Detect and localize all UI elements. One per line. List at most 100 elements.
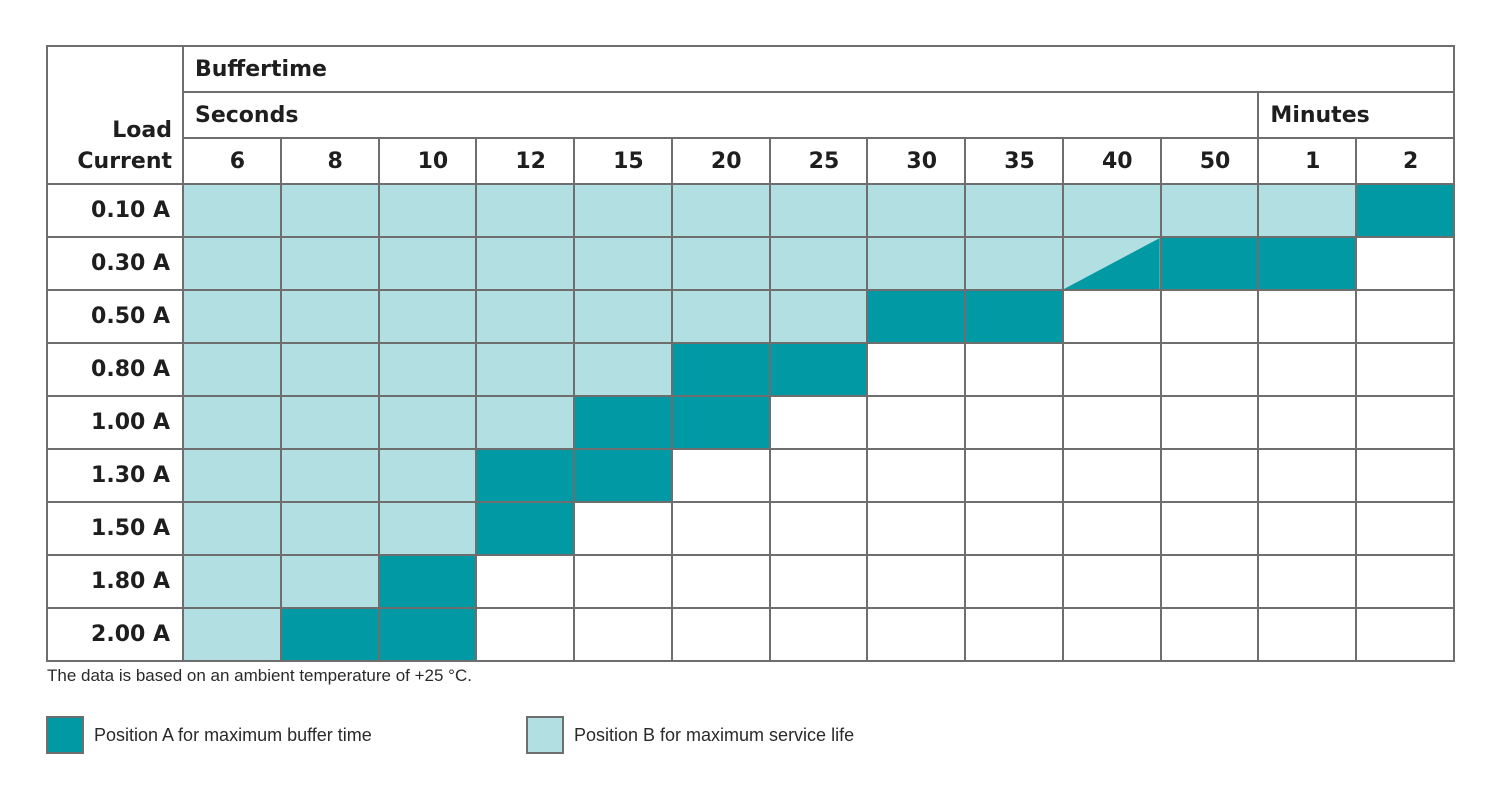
row-label: 0.80 A (46, 342, 184, 397)
cell-position-b (182, 501, 282, 556)
cell-empty (1159, 342, 1260, 397)
cell-empty (1355, 554, 1455, 609)
cell-position-b (182, 395, 282, 450)
row-label: 1.00 A (46, 395, 184, 450)
header-row-buffertime: Load Current Buffertime (46, 45, 1455, 185)
cell-empty (768, 501, 869, 556)
cell-position-b (377, 342, 478, 397)
row-1-50-a: 1.50 A (46, 501, 1455, 556)
row-0-30-a: 0.30 A (46, 236, 1455, 291)
legend-swatch-position-b (526, 716, 564, 754)
cell-empty (768, 448, 869, 503)
cell-position-b (573, 183, 673, 238)
column-header-1-min: 1 (1257, 137, 1358, 185)
cell-empty (964, 554, 1064, 609)
buffer-time-table: Load Current Buffertime Seconds Minutes 6… (46, 45, 1455, 662)
row-1-00-a: 1.00 A (46, 395, 1455, 450)
row-label: 0.50 A (46, 289, 184, 344)
cell-position-a (1257, 236, 1358, 291)
cell-position-b (670, 289, 771, 344)
row-label: 1.50 A (46, 501, 184, 556)
cell-empty (1061, 554, 1162, 609)
cell-empty (1257, 342, 1358, 397)
cell-empty (768, 554, 869, 609)
cell-position-b (573, 289, 673, 344)
cell-position-b (768, 289, 869, 344)
cell-position-a (670, 395, 771, 450)
cell-position-b (182, 554, 282, 609)
legend-label-position-b: Position B for maximum service life (574, 724, 855, 745)
column-header-10-s: 10 (377, 137, 478, 185)
cell-empty (866, 395, 967, 450)
cell-empty (1355, 448, 1455, 503)
cell-empty (1159, 395, 1260, 450)
legend-item-position-b: Position B for maximum service life (526, 716, 854, 754)
row-1-80-a: 1.80 A (46, 554, 1455, 609)
cell-position-b (377, 183, 478, 238)
cell-position-b (377, 448, 478, 503)
cell-empty (1159, 554, 1260, 609)
cell-empty (1257, 289, 1358, 344)
row-2-00-a: 2.00 A (46, 607, 1455, 662)
row-0-80-a: 0.80 A (46, 342, 1455, 397)
cell-empty (1355, 501, 1455, 556)
cell-empty (1159, 607, 1260, 662)
cell-empty (866, 342, 967, 397)
row-label: 0.30 A (46, 236, 184, 291)
cell-position-a-b-split (1061, 236, 1162, 291)
cell-empty (768, 395, 869, 450)
cell-empty (1061, 501, 1162, 556)
cell-empty (1159, 448, 1260, 503)
header-row-units: Seconds Minutes (47, 91, 1455, 139)
cell-empty (1159, 289, 1260, 344)
buffertime-header: Buffertime (182, 45, 1455, 93)
row-1-30-a: 1.30 A (46, 448, 1455, 503)
row-label: 1.80 A (46, 554, 184, 609)
load-current-header: Load Current (46, 45, 184, 185)
column-header-2-min: 2 (1355, 137, 1455, 185)
cell-empty (1355, 395, 1455, 450)
cell-empty (866, 554, 967, 609)
row-0-50-a: 0.50 A (46, 289, 1455, 344)
cell-position-a (475, 501, 576, 556)
cell-position-b (377, 501, 478, 556)
cell-position-b (768, 183, 869, 238)
cell-empty (866, 448, 967, 503)
cell-position-b (182, 448, 282, 503)
cell-empty (1159, 501, 1260, 556)
cell-position-a (866, 289, 967, 344)
cell-position-b (377, 395, 478, 450)
cell-position-b (279, 554, 380, 609)
row-label: 1.30 A (46, 448, 184, 503)
cell-position-a (670, 342, 771, 397)
cell-position-a (377, 554, 478, 609)
cell-empty (1257, 607, 1358, 662)
cell-position-b (182, 607, 282, 662)
cell-empty (964, 448, 1064, 503)
cell-empty (573, 501, 673, 556)
column-header-6-s: 6 (182, 137, 282, 185)
cell-position-b (475, 183, 576, 238)
load-current-header-text: Load Current (77, 118, 172, 174)
cell-empty (573, 607, 673, 662)
cell-empty (1355, 236, 1455, 291)
cell-position-b (279, 395, 380, 450)
cell-position-b (279, 289, 380, 344)
cell-position-b (279, 236, 380, 291)
cell-empty (964, 501, 1064, 556)
cell-empty (670, 607, 771, 662)
cell-position-a (475, 448, 576, 503)
cell-position-a (1159, 236, 1260, 291)
minutes-header: Minutes (1257, 91, 1455, 139)
seconds-header: Seconds (181, 91, 1260, 139)
cell-empty (1257, 448, 1358, 503)
cell-empty (866, 607, 967, 662)
cell-position-b (475, 236, 576, 291)
cell-position-b (475, 289, 576, 344)
cell-empty (573, 554, 673, 609)
cell-position-b (279, 183, 380, 238)
cell-position-b (475, 395, 576, 450)
cell-position-b (670, 183, 771, 238)
cell-empty (670, 501, 771, 556)
cell-position-b (279, 501, 380, 556)
